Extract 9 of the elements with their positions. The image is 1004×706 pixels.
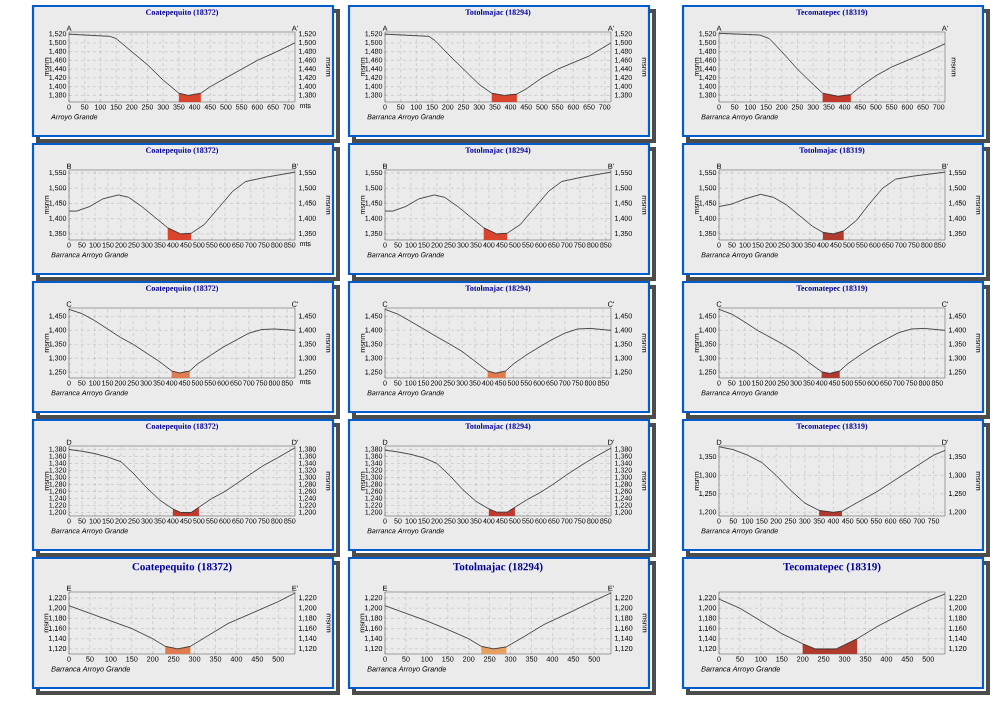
line-series	[69, 171, 296, 235]
chart-title: Coatepequito (18372)	[132, 562, 232, 573]
line-series	[719, 593, 946, 650]
line-series	[385, 171, 612, 235]
line-series	[69, 592, 295, 650]
chart-title: Totolmajac (18294)	[453, 562, 543, 573]
line-series	[385, 592, 611, 650]
chart-title: Tecomatepec (18319)	[783, 562, 881, 573]
line-series	[385, 447, 612, 513]
